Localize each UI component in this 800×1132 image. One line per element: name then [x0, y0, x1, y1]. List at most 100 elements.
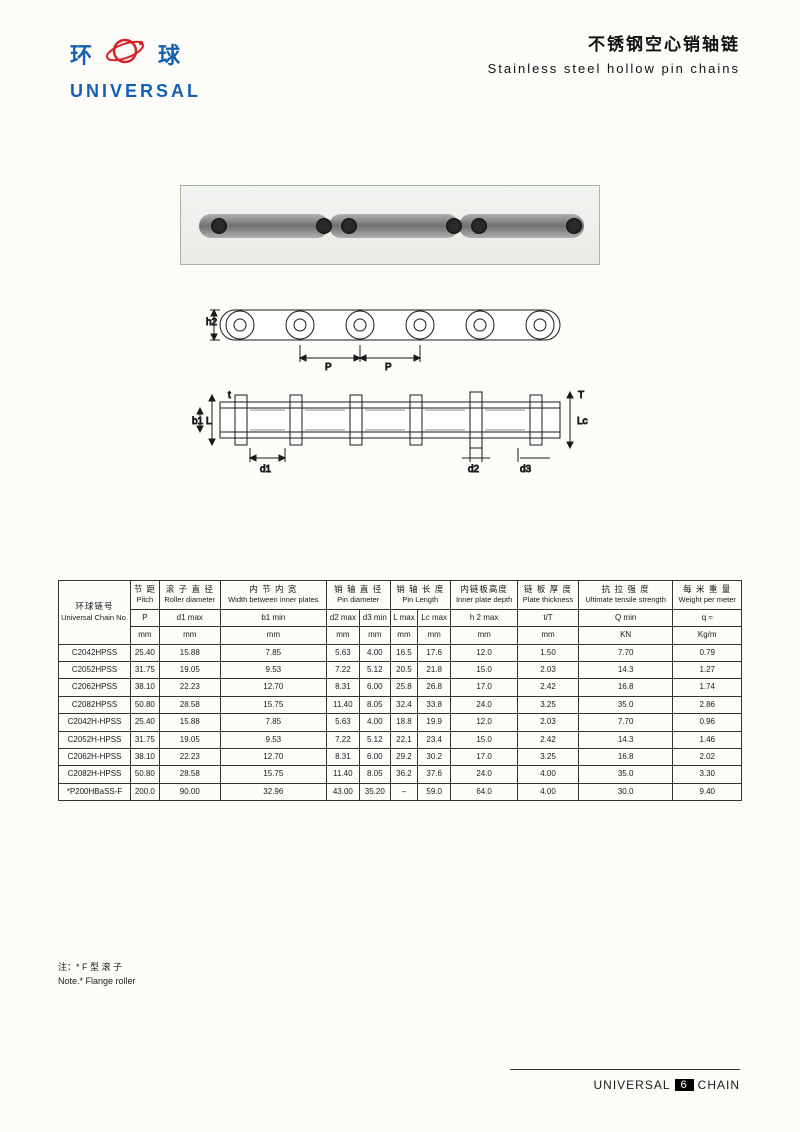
- table-cell: 25.40: [131, 714, 160, 731]
- h-chain-en: Universal Chain No.: [61, 613, 128, 622]
- table-cell: 0.96: [673, 714, 742, 731]
- table-cell: 16.5: [390, 644, 418, 661]
- table-cell: 12.70: [220, 679, 326, 696]
- table-cell: –: [390, 783, 418, 800]
- table-row: C2062H-HPSS38.1022.2312.708.316.0029.230…: [59, 748, 742, 765]
- table-cell: 24.0: [450, 766, 517, 783]
- table-cell: 3.30: [673, 766, 742, 783]
- table-row: C2062HPSS38.1022.2312.708.316.0025.826.8…: [59, 679, 742, 696]
- table-cell: 50.80: [131, 696, 160, 713]
- table-row: C2042HPSS25.4015.887.855.634.0016.517.61…: [59, 644, 742, 661]
- title-block: 不锈钢空心销轴链 Stainless steel hollow pin chai…: [488, 30, 740, 102]
- table-cell: 19.9: [418, 714, 451, 731]
- table-cell: 15.0: [450, 661, 517, 678]
- table-cell: 2.42: [518, 731, 579, 748]
- table-cell: 35.0: [578, 766, 673, 783]
- table-cell: 5.12: [359, 731, 390, 748]
- page-header: 环 球 UNIVERSAL 不锈钢空心销轴链 Stainless steel h…: [70, 30, 740, 102]
- table-cell: 38.10: [131, 679, 160, 696]
- table-cell: 16.8: [578, 748, 673, 765]
- table-row: C2052H-HPSS31.7519.059.537.225.1222.123.…: [59, 731, 742, 748]
- table-cell: 7.22: [326, 661, 359, 678]
- label-P: P: [325, 362, 332, 373]
- table-cell: 12.70: [220, 748, 326, 765]
- table-cell: 1.27: [673, 661, 742, 678]
- table-cell: 28.58: [159, 766, 220, 783]
- table-cell: 22.23: [159, 679, 220, 696]
- table-cell: 16.8: [578, 679, 673, 696]
- table-cell: 33.8: [418, 696, 451, 713]
- table-cell: 21.8: [418, 661, 451, 678]
- table-cell: 9.53: [220, 731, 326, 748]
- table-cell: 25.40: [131, 644, 160, 661]
- table-cell: 31.75: [131, 731, 160, 748]
- table-cell: 4.00: [518, 783, 579, 800]
- table-cell: C2042HPSS: [59, 644, 131, 661]
- table-cell: 23.4: [418, 731, 451, 748]
- table-cell: 4.00: [359, 644, 390, 661]
- table-cell: 5.12: [359, 661, 390, 678]
- table-cell: 15.75: [220, 696, 326, 713]
- table-row: C2082HPSS50.8028.5815.7511.408.0532.433.…: [59, 696, 742, 713]
- table-cell: 30.2: [418, 748, 451, 765]
- table-cell: 90.00: [159, 783, 220, 800]
- table-cell: 1.50: [518, 644, 579, 661]
- table-cell: 2.86: [673, 696, 742, 713]
- page-footer: UNIVERSAL 6 CHAIN: [594, 1078, 741, 1092]
- table-cell: 26.8: [418, 679, 451, 696]
- table-cell: 37.6: [418, 766, 451, 783]
- spec-table: 环球链号Universal Chain No. 节 距Pitch 滚 子 直 径…: [58, 580, 742, 801]
- table-cell: 6.00: [359, 679, 390, 696]
- label-b1: b1: [192, 416, 204, 427]
- title-en: Stainless steel hollow pin chains: [488, 61, 740, 76]
- table-cell: 25.8: [390, 679, 418, 696]
- table-cell: 32.96: [220, 783, 326, 800]
- table-cell: 15.88: [159, 644, 220, 661]
- footer-right: CHAIN: [698, 1078, 740, 1092]
- table-cell: 5.63: [326, 714, 359, 731]
- table-cell: C2052H-HPSS: [59, 731, 131, 748]
- footer-line: [510, 1069, 740, 1070]
- table-cell: 15.75: [220, 766, 326, 783]
- table-row: C2042H-HPSS25.4015.887.855.634.0018.819.…: [59, 714, 742, 731]
- product-photo: [180, 185, 600, 265]
- label-d1: d1: [260, 464, 272, 475]
- table-cell: C2042H-HPSS: [59, 714, 131, 731]
- table-cell: 12.0: [450, 714, 517, 731]
- logo-char-left: 环: [70, 38, 92, 70]
- table-cell: 1.46: [673, 731, 742, 748]
- table-cell: 7.70: [578, 714, 673, 731]
- table-row: *P200HBaSS-F200.090.0032.9643.0035.20–59…: [59, 783, 742, 800]
- table-cell: 15.88: [159, 714, 220, 731]
- table-cell: 43.00: [326, 783, 359, 800]
- table-cell: 38.10: [131, 748, 160, 765]
- table-cell: 50.80: [131, 766, 160, 783]
- table-cell: 11.40: [326, 766, 359, 783]
- label-t: t: [228, 390, 231, 401]
- table-cell: 28.58: [159, 696, 220, 713]
- schematic-diagram: h2 P P: [180, 290, 600, 490]
- note-en: Note.* Flange roller: [58, 976, 136, 986]
- table-cell: 8.05: [359, 766, 390, 783]
- table-cell: 30.0: [578, 783, 673, 800]
- table-cell: 64.0: [450, 783, 517, 800]
- table-cell: 2.03: [518, 714, 579, 731]
- table-cell: 17.0: [450, 748, 517, 765]
- table-cell: 9.40: [673, 783, 742, 800]
- table-cell: 7.22: [326, 731, 359, 748]
- logo-top: 环 球: [70, 30, 201, 77]
- table-cell: C2082HPSS: [59, 696, 131, 713]
- table-cell: 6.00: [359, 748, 390, 765]
- table-cell: 15.0: [450, 731, 517, 748]
- table-cell: 5.63: [326, 644, 359, 661]
- table-cell: C2082H-HPSS: [59, 766, 131, 783]
- table-cell: 11.40: [326, 696, 359, 713]
- table-cell: 29.2: [390, 748, 418, 765]
- table-cell: 8.31: [326, 679, 359, 696]
- table-cell: 8.05: [359, 696, 390, 713]
- table-cell: C2062H-HPSS: [59, 748, 131, 765]
- table-row: C2052HPSS31.7519.059.537.225.1220.521.81…: [59, 661, 742, 678]
- table-cell: 20.5: [390, 661, 418, 678]
- table-cell: 2.03: [518, 661, 579, 678]
- footnote: 注：* F 型 滚 子 Note.* Flange roller: [58, 960, 136, 989]
